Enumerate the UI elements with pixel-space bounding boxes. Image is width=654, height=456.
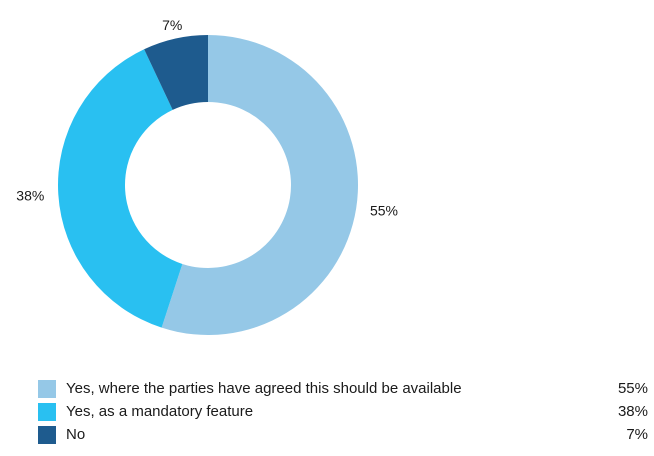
- donut-slices: [57, 35, 359, 336]
- legend-value: 55%: [617, 380, 648, 397]
- legend-value: 38%: [617, 403, 648, 420]
- slice-labels: 55% 38% 7%: [16, 17, 398, 219]
- legend-item-no: No 7%: [38, 423, 652, 446]
- legend-swatch: [38, 425, 56, 444]
- donut-slice-1: [57, 49, 183, 328]
- slice-value-label-1: 38%: [16, 187, 44, 203]
- slice-value-label-0: 55%: [370, 203, 398, 219]
- donut-slice-0: [161, 35, 359, 336]
- legend-label: No: [66, 426, 86, 443]
- legend: Yes, where the parties have agreed this …: [38, 377, 652, 446]
- legend-label: Yes, as a mandatory feature: [66, 403, 254, 420]
- legend-label: Yes, where the parties have agreed this …: [66, 380, 462, 397]
- legend-item-yes-mandatory: Yes, as a mandatory feature 38%: [38, 400, 652, 423]
- legend-item-yes-agreed: Yes, where the parties have agreed this …: [38, 377, 652, 400]
- slice-value-label-2: 7%: [162, 17, 182, 33]
- legend-value: 7%: [626, 426, 648, 443]
- donut-chart: 55% 38% 7%: [16, 17, 398, 336]
- donut-slice-2: [144, 35, 208, 110]
- legend-swatch: [38, 402, 56, 421]
- legend-swatch: [38, 379, 56, 398]
